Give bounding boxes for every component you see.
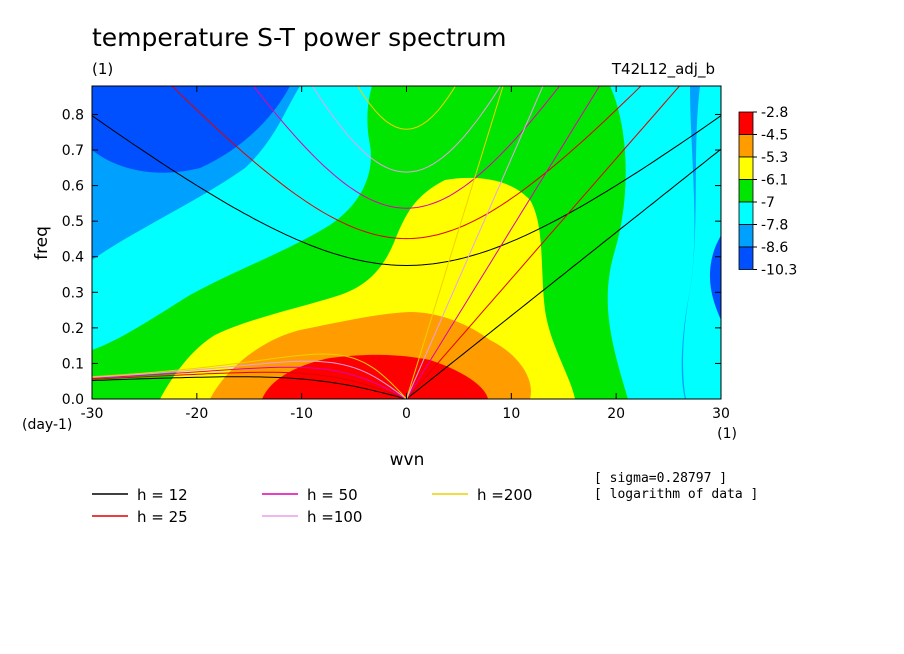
colorbar-label: -8.6 — [761, 240, 788, 256]
colorbar-swatch — [738, 134, 754, 158]
legend-label: h =200 — [477, 486, 532, 504]
x-tick-label: 20 — [607, 406, 625, 422]
colorbar: -2.8 -4.5 -5.3 -6.1 -7 -7.8 -8.6 -10.3 — [738, 105, 797, 279]
note-log: [ logarithm of data ] — [594, 487, 758, 502]
y-tick-label: 0.1 — [62, 356, 84, 372]
x-axis-unit: (1) — [717, 426, 737, 442]
contour-fill — [92, 86, 721, 399]
y-tick-label: 0.0 — [62, 392, 84, 408]
y-tick-label: 0.5 — [62, 214, 84, 230]
colorbar-swatch — [738, 246, 754, 270]
colorbar-swatch — [738, 111, 754, 135]
x-tick-label: -10 — [290, 406, 313, 422]
gravity-wave-curve — [92, 115, 721, 267]
colorbar-swatch — [738, 224, 754, 248]
kelvin-wave-curve — [406, 148, 721, 399]
kelvin-wave-curve — [406, 86, 504, 399]
x-tick-label: -20 — [185, 406, 208, 422]
chart-title: temperature S-T power spectrum — [92, 23, 506, 52]
x-axis: -30 -20 -10 0 10 20 30 — [81, 86, 730, 422]
y-tick-label: 0.8 — [62, 107, 84, 123]
gravity-wave-curve — [357, 86, 456, 130]
kelvin-wave-curve — [406, 86, 544, 399]
legend-label: h = 50 — [307, 486, 358, 504]
colorbar-label: -2.8 — [761, 105, 788, 121]
y-tick-label: 0.7 — [62, 143, 84, 159]
colorbar-label: -6.1 — [761, 173, 788, 189]
gravity-wave-curve — [311, 86, 502, 173]
colorbar-label: -4.5 — [761, 128, 788, 144]
kelvin-wave-curve — [406, 86, 681, 399]
rossby-wave-curve — [92, 353, 407, 399]
colorbar-swatch — [738, 201, 754, 225]
colorbar-label: -7 — [761, 195, 775, 211]
colorbar-swatch — [738, 179, 754, 203]
contour-level-7.8-right — [683, 86, 721, 399]
contour-level-10.3 — [92, 86, 290, 173]
legend-label: h =100 — [307, 508, 362, 526]
x-tick-label: 10 — [502, 406, 520, 422]
y-tick-label: 0.6 — [62, 179, 84, 195]
x-axis-label: wvn — [390, 450, 425, 470]
x-tick-label: -30 — [81, 406, 104, 422]
y-tick-label: 0.2 — [62, 321, 84, 337]
rossby-wave-curve — [92, 371, 407, 399]
colorbar-label: -7.8 — [761, 218, 788, 234]
note-sigma: [ sigma=0.28797 ] — [594, 471, 727, 486]
y-axis-unit: (day-1) — [22, 417, 72, 433]
y-axis: 0.0 0.1 0.2 0.3 0.4 0.5 0.6 0.7 0.8 — [62, 107, 721, 408]
dispersion-curves — [92, 86, 721, 399]
gravity-wave-curve — [252, 86, 561, 209]
legend: h = 12 h = 25 h = 50 h =100 h =200 — [92, 486, 532, 526]
x-tick-label: 0 — [402, 406, 411, 422]
y-tick-label: 0.4 — [62, 250, 84, 266]
legend-label: h = 12 — [137, 486, 188, 504]
y-axis-label: freq — [32, 226, 52, 260]
colorbar-swatch — [738, 156, 754, 180]
kelvin-wave-curve — [406, 86, 601, 399]
colorbar-label: -5.3 — [761, 150, 788, 166]
y-tick-label: 0.3 — [62, 285, 84, 301]
colorbar-label: -10.3 — [761, 263, 797, 279]
rossby-wave-curve — [92, 376, 407, 399]
rossby-wave-curve — [92, 360, 407, 399]
chart-subtitle: (1) — [92, 60, 113, 78]
legend-label: h = 25 — [137, 508, 188, 526]
rossby-wave-curve — [92, 366, 407, 399]
gravity-wave-curve — [171, 86, 642, 240]
run-label: T42L12_adj_b — [611, 60, 715, 79]
x-tick-label: 30 — [712, 406, 730, 422]
